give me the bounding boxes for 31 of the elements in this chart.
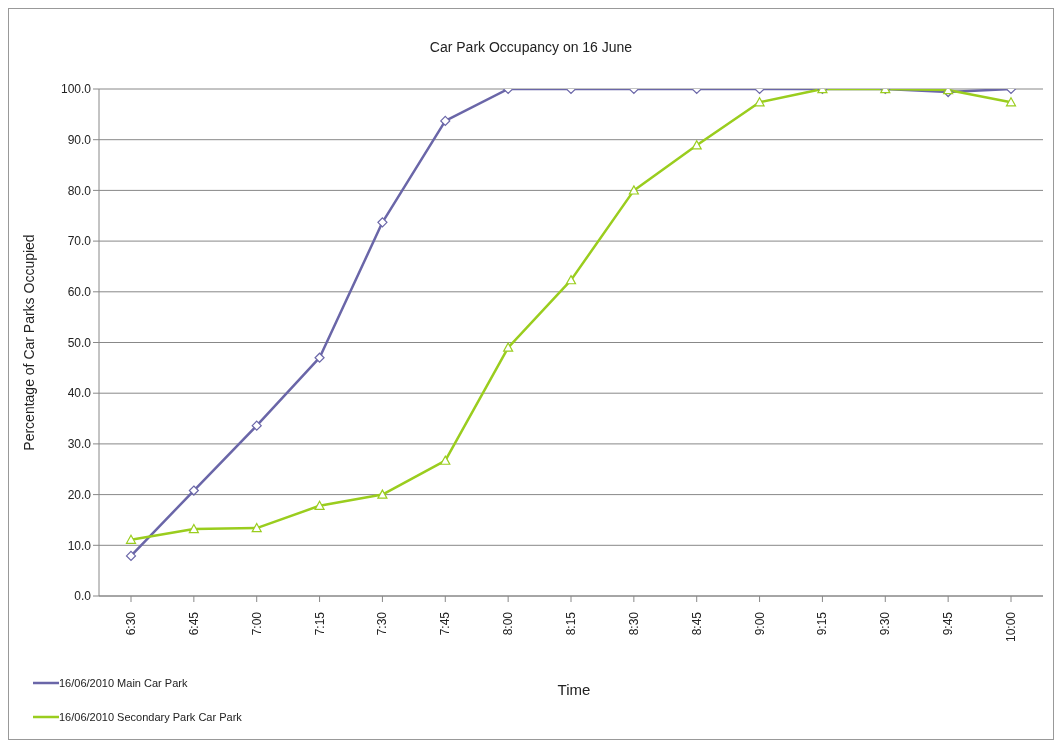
x-axis-title: Time	[556, 681, 592, 698]
x-tick-label: 8:15	[564, 611, 578, 636]
y-tick-label: 90.0	[67, 132, 92, 147]
y-tick-label: 100.0	[60, 82, 92, 97]
x-tick-label: 9:30	[878, 611, 893, 636]
chart-title: Car Park Occupancy on 16 June	[428, 39, 634, 55]
x-tick-label: 7:15	[312, 611, 327, 636]
legend-label: 16/06/2010 Secondary Park Car Park	[59, 710, 242, 725]
x-tick-label: 6:30	[124, 611, 138, 636]
y-tick-label: 70.0	[67, 234, 92, 249]
y-axis-title: Percentage of Car Parks Occupied	[20, 234, 37, 451]
x-tick-label: 8:45	[689, 611, 704, 636]
x-tick-label: 8:30	[626, 611, 641, 636]
x-tick-label: 6:45	[186, 611, 201, 636]
x-tick-label: 9:45	[941, 611, 956, 636]
x-tick-label: 9:15	[815, 611, 830, 636]
y-tick-label: 30.0	[67, 437, 92, 452]
y-tick-label: 60.0	[67, 285, 92, 300]
x-tick-label: 8:00	[501, 611, 516, 636]
x-tick-label: 7:30	[375, 611, 390, 636]
x-tick-label: 7:00	[249, 611, 264, 636]
y-tick-label: 20.0	[67, 487, 92, 502]
x-tick-label: 10:00	[1004, 611, 1018, 643]
y-tick-label: 80.0	[67, 183, 92, 198]
y-tick-label: 10.0	[67, 538, 92, 553]
x-tick-label: 9:00	[752, 611, 767, 636]
y-tick-label: 0.0	[74, 589, 92, 604]
legend-label: 16/06/2010 Main Car Park	[59, 676, 188, 691]
y-tick-label: 40.0	[67, 386, 92, 401]
y-tick-label: 50.0	[67, 335, 92, 350]
x-tick-label: 7:45	[438, 611, 453, 636]
